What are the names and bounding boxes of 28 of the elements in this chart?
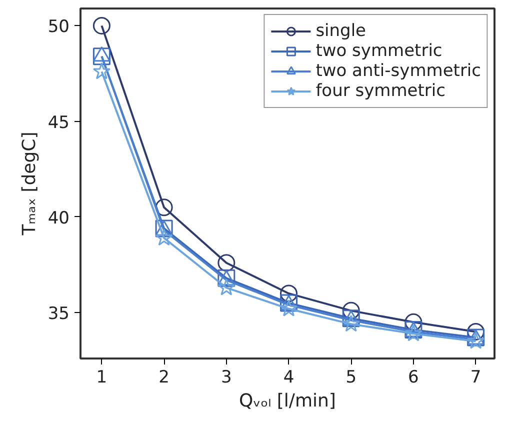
point — [466, 332, 485, 349]
x-tick-label: 4 — [283, 368, 294, 388]
point — [92, 16, 110, 34]
x-tick-label: 7 — [470, 368, 482, 388]
point — [155, 228, 173, 246]
point — [280, 300, 298, 316]
legend-label: single — [316, 21, 366, 41]
point — [218, 278, 236, 296]
legend-label: two symmetric — [316, 41, 442, 61]
x-tick-label: 2 — [158, 368, 170, 388]
point — [218, 254, 236, 272]
y-tick-label: 35 — [48, 304, 70, 324]
x-tick-label: 5 — [346, 368, 357, 388]
x-tick-label: 1 — [96, 368, 108, 388]
x-tick-label: 6 — [408, 368, 419, 388]
point — [92, 48, 110, 66]
legend-label: two anti-symmetric — [316, 61, 481, 81]
x-tick-label: 3 — [220, 368, 232, 388]
point — [342, 314, 360, 332]
y-axis-title: Tₘₐₓ [degC] — [18, 132, 40, 236]
legend-label: four symmetric — [316, 81, 446, 101]
point — [92, 62, 111, 80]
y-tick-label: 50 — [48, 17, 70, 38]
x-axis-title: Qᵥₒₗ [l/min] — [239, 390, 336, 412]
y-tick-label: 40 — [48, 208, 70, 228]
y-tick-label: 45 — [48, 112, 70, 133]
point — [404, 324, 422, 342]
point — [280, 284, 298, 302]
